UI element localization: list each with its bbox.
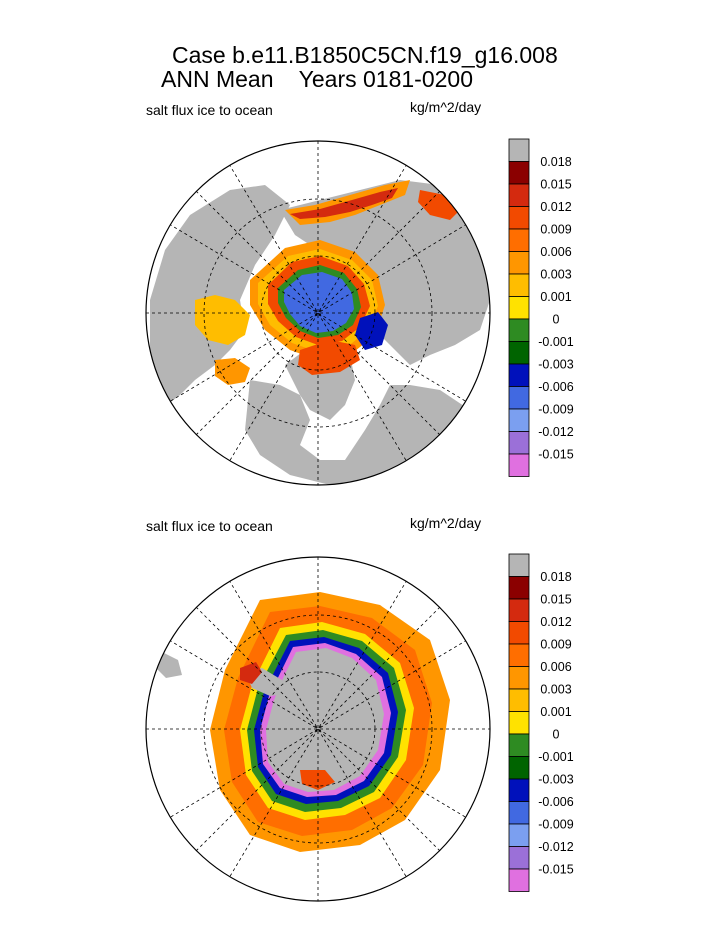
north-colorbar-swatch (508, 273, 530, 297)
south-colorbar-swatch (508, 666, 530, 690)
north-colorbar-swatch (508, 161, 530, 185)
south-colorbar: 0.018 0.015 0.012 0.009 0.006 0.003 0.001 0 -0.0… (508, 553, 574, 892)
north-colorbar-label: -0.012 (538, 425, 573, 439)
south-colorbar-swatch (508, 733, 530, 757)
south-colorbar-label: 0.018 (540, 570, 571, 584)
south-colorbar-swatch (508, 621, 530, 645)
south-colorbar-label: 0.003 (540, 683, 571, 697)
north-colorbar-label: 0.001 (540, 290, 571, 304)
north-panel-subtitle: salt flux ice to ocean (146, 102, 273, 118)
north-colorbar-label: 0.018 (540, 155, 571, 169)
south-polar-map (145, 556, 491, 902)
south-colorbar-swatch (508, 801, 530, 825)
north-polar-map (145, 140, 491, 486)
north-colorbar-swatch (508, 386, 530, 410)
south-colorbar-swatch (508, 756, 530, 780)
south-colorbar-label: 0.015 (540, 593, 571, 607)
north-colorbar-swatch (508, 363, 530, 387)
north-colorbar-swatch (508, 206, 530, 230)
north-colorbar-label: -0.015 (538, 448, 573, 462)
north-colorbar-label: -0.001 (538, 335, 573, 349)
north-flux-hudson (215, 358, 250, 385)
north-colorbar: 0.018 0.015 0.012 0.009 0.006 0.003 0.001 0 -0.0… (508, 138, 574, 477)
south-colorbar-label: 0 (553, 728, 560, 742)
south-panel-units: kg/m^2/day (410, 515, 482, 531)
north-colorbar-swatch (508, 296, 530, 320)
north-colorbar-swatch (508, 228, 530, 252)
page-title-line2: ANN Mean Years 0181-0200 (161, 66, 473, 92)
south-colorbar-label: -0.006 (538, 795, 573, 809)
north-colorbar-swatch (508, 183, 530, 207)
north-colorbar-swatch (508, 138, 530, 162)
south-colorbar-label: 0.006 (540, 660, 571, 674)
north-flux-barents-blue (355, 312, 388, 350)
south-colorbar-swatch (508, 553, 530, 577)
north-land-asia-top (280, 180, 490, 365)
south-colorbar-label: 0.009 (540, 638, 571, 652)
north-colorbar-swatch (508, 318, 530, 342)
north-colorbar-label: 0.015 (540, 178, 571, 192)
north-colorbar-swatch (508, 453, 530, 477)
south-colorbar-swatch (508, 711, 530, 735)
south-colorbar-swatch (508, 778, 530, 802)
south-colorbar-swatch (508, 868, 530, 892)
north-colorbar-label: 0.009 (540, 223, 571, 237)
south-land-antarctica (266, 648, 384, 792)
south-colorbar-swatch (508, 688, 530, 712)
north-flux-greenland-east (298, 340, 360, 375)
north-colorbar-swatch (508, 251, 530, 275)
south-colorbar-swatch (508, 823, 530, 847)
north-flux-bering (418, 190, 460, 220)
south-colorbar-label: -0.012 (538, 840, 573, 854)
south-colorbar-swatch (508, 643, 530, 667)
north-colorbar-label: 0.012 (540, 200, 571, 214)
south-colorbar-label: -0.003 (538, 773, 573, 787)
north-colorbar-swatch (508, 431, 530, 455)
north-colorbar-label: 0.003 (540, 268, 571, 282)
north-flux-siberian-red (290, 188, 398, 219)
north-colorbar-label: -0.003 (538, 358, 573, 372)
north-colorbar-label: 0.006 (540, 245, 571, 259)
north-colorbar-swatch (508, 408, 530, 432)
south-colorbar-label: -0.015 (538, 863, 573, 877)
south-colorbar-swatch (508, 846, 530, 870)
north-flux-blue-core (284, 272, 354, 333)
south-colorbar-label: -0.001 (538, 750, 573, 764)
south-panel-subtitle: salt flux ice to ocean (146, 518, 273, 534)
north-colorbar-label: 0 (553, 313, 560, 327)
south-colorbar-swatch (508, 598, 530, 622)
page-title-line1: Case b.e11.B1850C5CN.f19_g16.008 (172, 42, 558, 68)
north-colorbar-label: -0.009 (538, 403, 573, 417)
south-colorbar-label: 0.001 (540, 705, 571, 719)
south-colorbar-label: -0.009 (538, 818, 573, 832)
north-panel-units: kg/m^2/day (410, 99, 482, 115)
south-colorbar-swatch (508, 576, 530, 600)
north-flux-canadian-arch (195, 295, 250, 345)
north-colorbar-label: -0.006 (538, 380, 573, 394)
south-colorbar-label: 0.012 (540, 615, 571, 629)
north-colorbar-swatch (508, 341, 530, 365)
